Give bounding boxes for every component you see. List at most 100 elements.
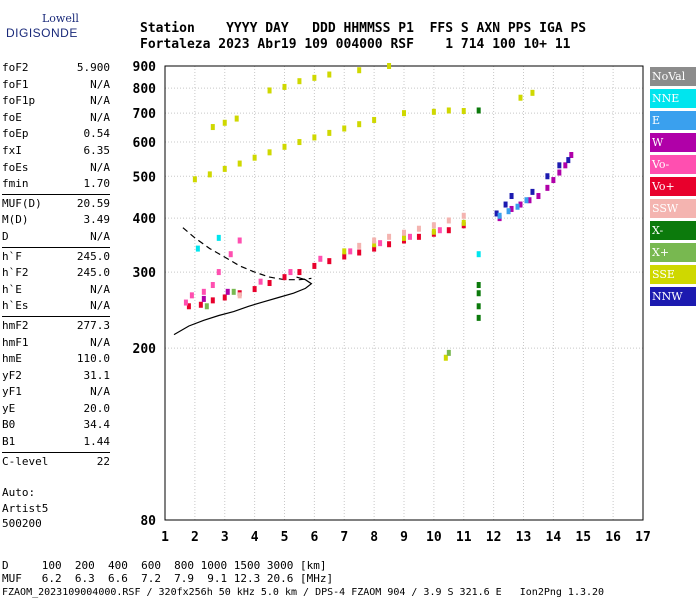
param-row: hmF2 277.3 [2,318,110,335]
legend-item: X- [650,221,696,240]
param-value: N/A [90,110,110,124]
echo-point [357,121,362,128]
echo-point [282,274,287,281]
echo-point [431,108,436,115]
legend-item: NNW [650,287,696,306]
echo-point [402,110,406,117]
param-row: hmF1 N/A [2,335,110,352]
param-row: foE N/A [2,110,110,127]
param-row: fxI 6.35 [2,143,110,160]
echo-point [231,288,236,295]
echo-point [461,212,466,219]
echo-point [497,212,502,219]
param-name: D [2,229,9,243]
echo-point [312,74,317,81]
param-name: foEp [2,127,29,141]
param-value: N/A [90,229,110,243]
plot-frame [164,65,644,521]
echo-point [557,162,562,169]
echo-point [222,165,227,172]
y-tick-label: 700 [133,107,157,122]
param-separator [2,451,110,453]
param-row: yF1 N/A [2,384,110,401]
echo-point [431,228,436,235]
param-value: N/A [90,282,110,296]
echo-point [237,237,242,244]
echo-point [252,154,257,161]
param-value: 1.70 [83,177,111,191]
x-tick-label: 5 [281,530,289,545]
echo-point [387,241,392,248]
echo-point [207,171,212,178]
echo-point [225,288,230,295]
echo-point [443,354,448,361]
echo-point [237,292,242,299]
param-name: C-level [2,454,49,468]
echo-point [402,229,406,236]
param-value: 34.4 [83,418,111,432]
x-tick-label: 4 [251,530,259,545]
echo-point [183,299,188,306]
y-tick-label: 600 [133,136,157,151]
muf-row: MUF 6.2 6.3 6.6 7.2 7.9 9.1 12.3 20.6 [M… [2,572,334,585]
param-value: N/A [90,385,110,399]
echo-point [357,242,362,249]
param-name: hmF1 [2,335,29,349]
echo-point [530,89,535,96]
echo-point [446,107,451,114]
param-value: 110.0 [76,352,110,366]
echo-point [297,139,302,146]
x-tick-label: 8 [370,530,378,545]
param-row: B1 1.44 [2,434,110,451]
param-row: hmE 110.0 [2,351,110,368]
x-tick-label: 7 [340,530,348,545]
legend-item: Vo+ [650,177,696,196]
digisonde-logo: Lowell DIGISONDE [2,8,82,48]
legend-item: X+ [650,243,696,262]
param-value: N/A [90,160,110,174]
param-value: 20.59 [76,196,110,210]
legend-item: Vo- [650,155,696,174]
echo-point [327,129,332,136]
echo-point [357,67,362,74]
param-name: h`F2 [2,266,29,280]
param-value: 5.900 [76,61,110,74]
echo-point [327,258,332,265]
param-name: h`E [2,282,22,296]
param-name: MUF(D) [2,196,42,210]
echo-point [342,248,347,255]
echo-point [509,193,514,200]
echo-point [312,262,317,269]
echo-point [431,222,436,229]
echo-point [258,278,263,285]
param-row: foF2 5.900 [2,60,110,77]
echo-point [195,245,200,252]
y-tick-label: 300 [133,266,157,281]
echo-point [201,288,206,295]
echo-point [186,303,191,310]
echo-point [282,143,287,150]
echo-point [222,119,227,126]
param-value: 1.44 [83,435,111,449]
echo-point [545,184,550,191]
x-tick-label: 6 [310,530,318,545]
param-value: 245.0 [76,249,110,263]
echo-point [545,173,550,180]
echo-point [372,116,377,123]
y-tick-label: 80 [140,514,156,529]
echo-point [189,292,194,299]
echo-point [204,303,209,310]
param-value: N/A [90,299,110,313]
echo-point [201,295,206,302]
echo-point [387,63,392,69]
legend-item: SSE [650,265,696,284]
y-tick-label: 500 [133,170,157,185]
echo-point [524,197,529,204]
auto-label: Auto: [2,486,36,499]
echo-point [216,269,221,276]
legend-item: SSW [650,199,696,218]
x-tick-label: 15 [575,530,591,545]
param-separator [2,246,110,248]
x-tick-label: 11 [456,530,472,545]
y-tick-label: 900 [133,60,157,75]
